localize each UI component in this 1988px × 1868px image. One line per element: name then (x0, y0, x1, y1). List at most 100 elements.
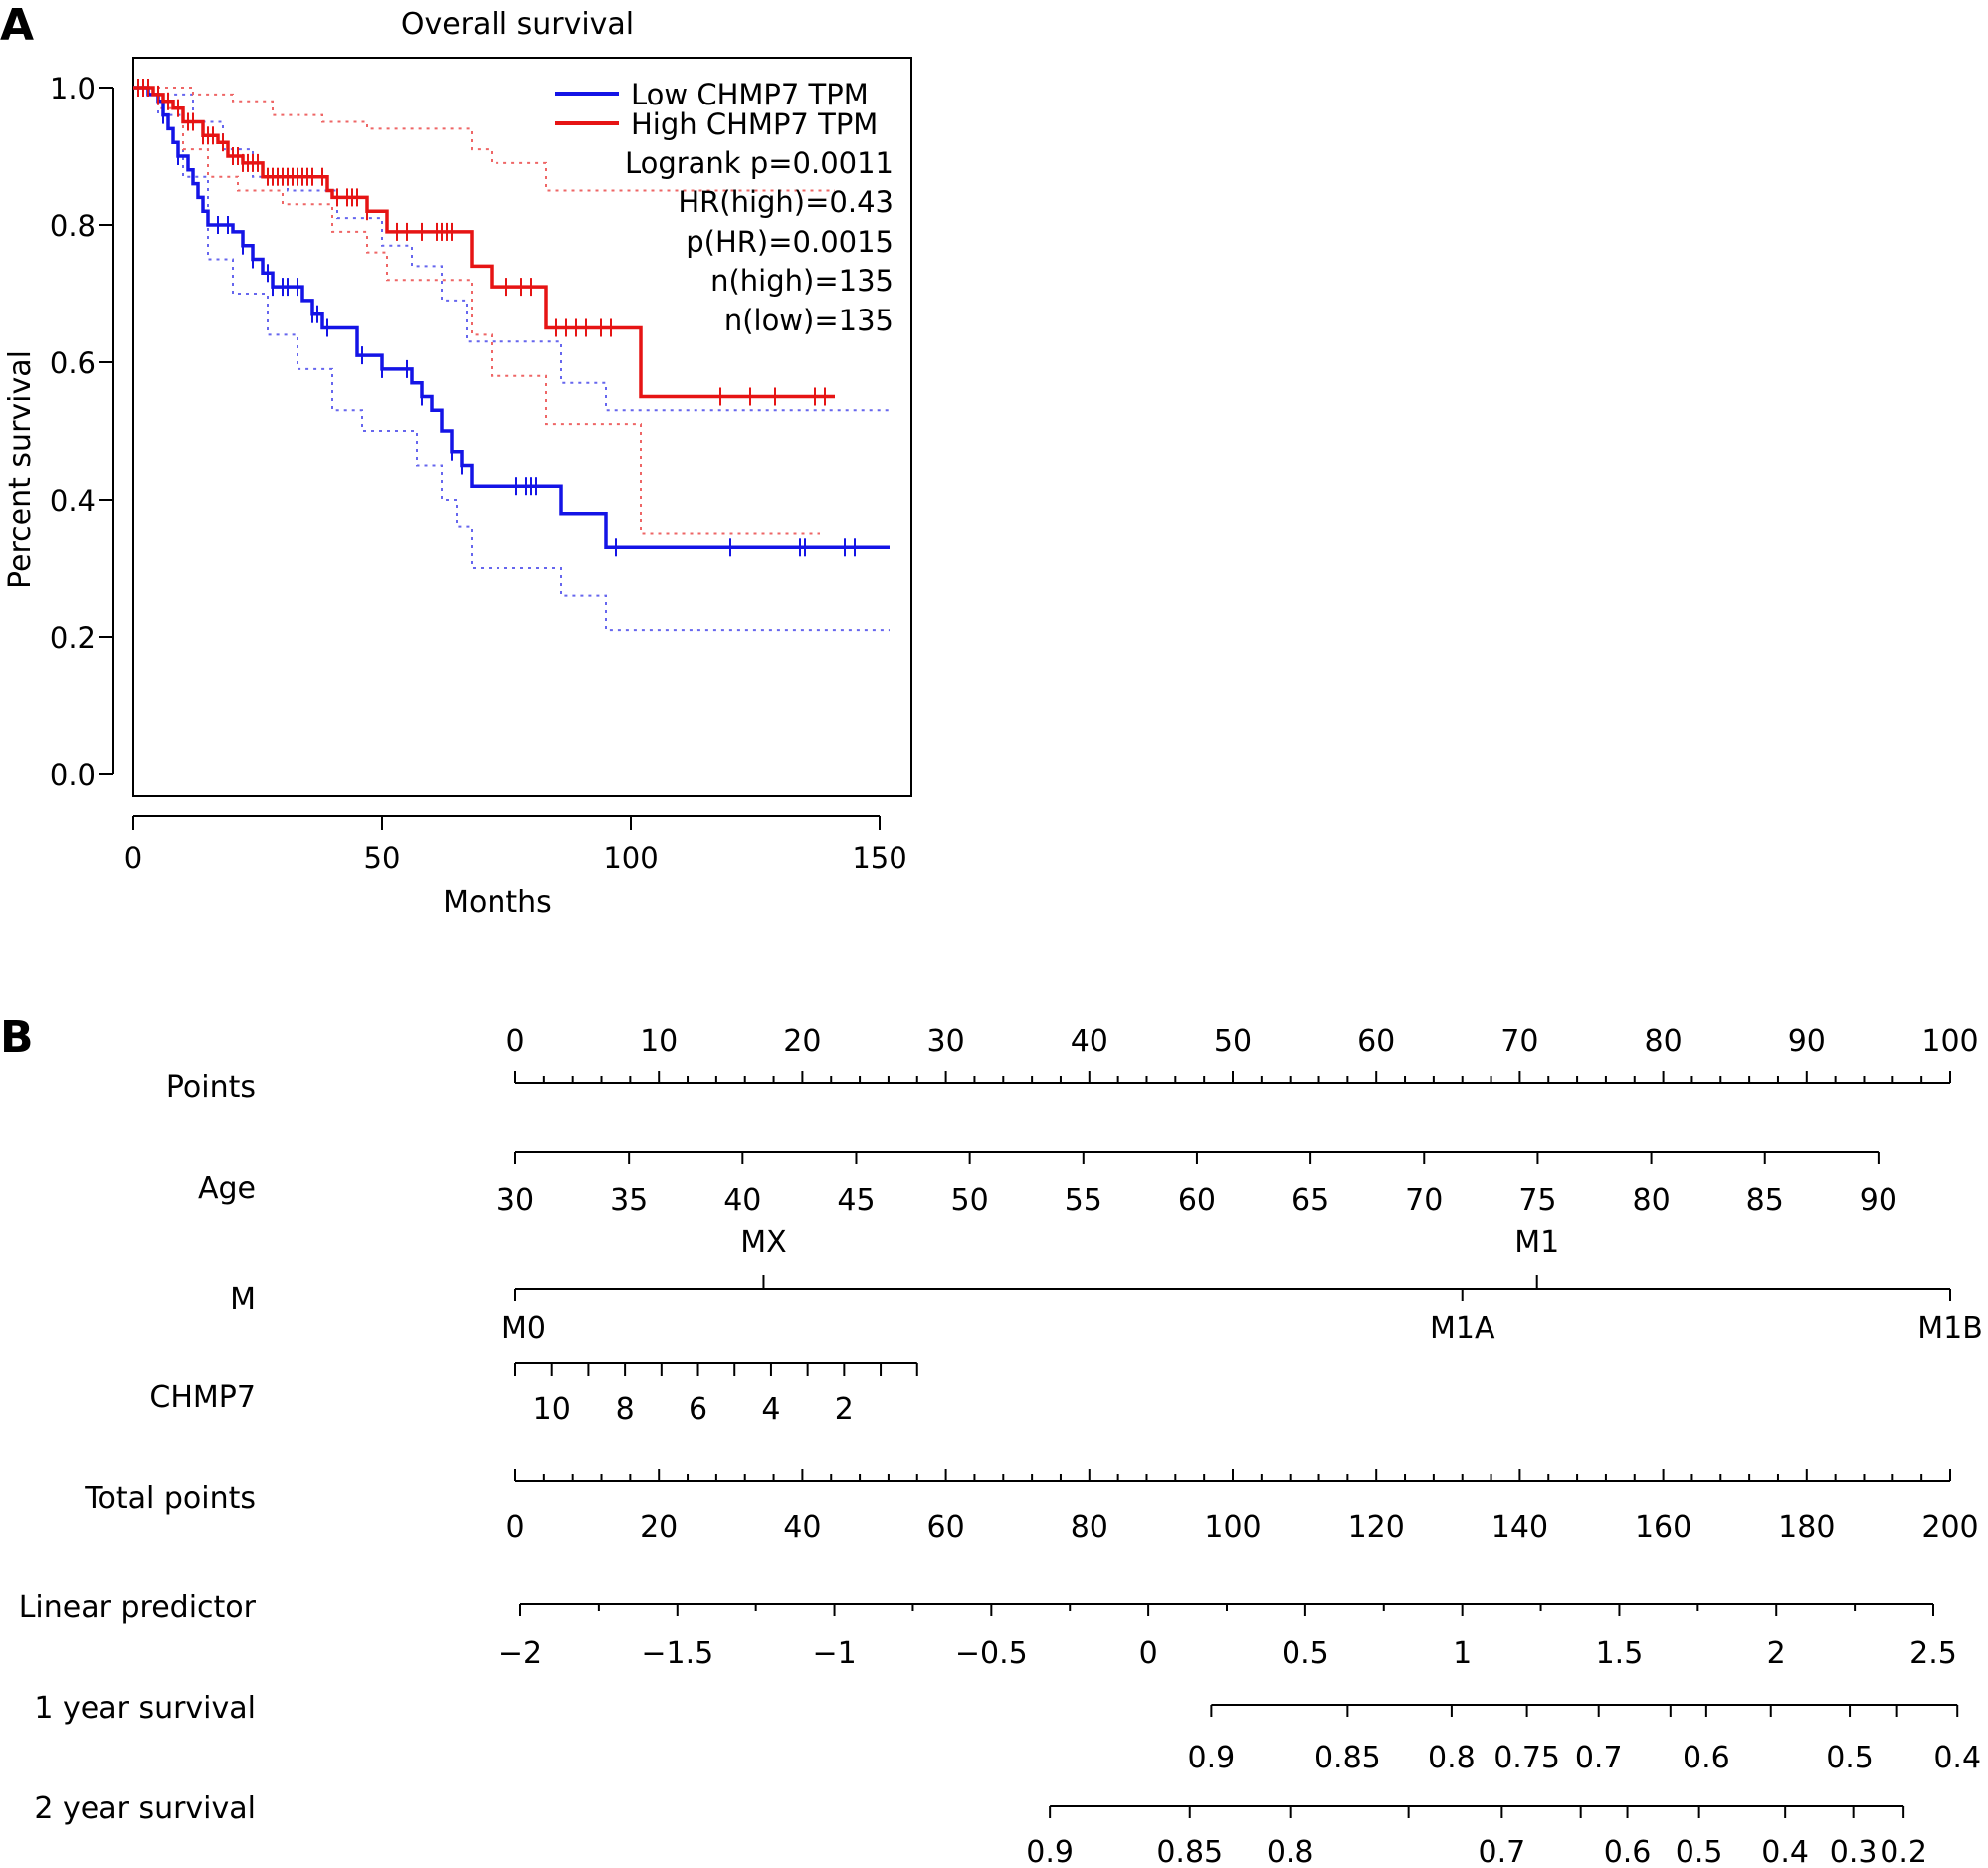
ci-lower-high (133, 87, 820, 535)
one-year-survival-tick-label: 0.5 (1826, 1741, 1874, 1775)
age-tick-label: 50 (951, 1183, 989, 1218)
total-points-tick-label: 100 (1204, 1510, 1261, 1545)
total-points-tick-label: 120 (1348, 1510, 1405, 1545)
linear-predictor-tick-label: 0 (1139, 1636, 1158, 1671)
total-points-tick-label: 0 (505, 1510, 524, 1545)
age-tick-label: 35 (610, 1183, 648, 1218)
age-tick-label: 70 (1405, 1183, 1443, 1218)
total-points-tick-label: 40 (783, 1510, 821, 1545)
chmp7-tick-label: 4 (761, 1392, 780, 1427)
panel-a-km-chart: A Overall survival 0.0 0.2 0.4 0.6 0.8 1.0 0 5… (0, 0, 912, 920)
points-tick-label: 90 (1788, 1024, 1826, 1059)
x-tick-label: 0 (124, 841, 142, 875)
two-year-survival-tick-label: 0.8 (1267, 1835, 1314, 1868)
y-tick-label: 0.0 (50, 758, 96, 792)
total-points-tick-label: 200 (1921, 1510, 1978, 1545)
two-year-survival-tick-label: 0.3 (1830, 1835, 1878, 1868)
chmp7-tick-label: 10 (533, 1392, 571, 1427)
two-year-survival-tick-label: 0.4 (1761, 1835, 1809, 1868)
chmp7-tick-label: 6 (689, 1392, 707, 1427)
x-tick-label: 150 (852, 841, 906, 875)
legend-label-low: Low CHMP7 TPM (631, 78, 869, 111)
y-tick-label: 0.6 (50, 346, 96, 380)
total-points-tick-label: 20 (640, 1510, 678, 1545)
age-tick-label: 85 (1746, 1183, 1784, 1218)
two-year-survival-tick-label: 0.2 (1880, 1835, 1927, 1868)
one-year-survival-tick-label: 0.8 (1428, 1741, 1476, 1775)
survival-curve-high (133, 86, 835, 399)
y-tick-label: 0.2 (50, 621, 96, 655)
panel-b-letter: B (0, 1012, 34, 1063)
ci-lower-low (133, 87, 890, 632)
confidence-bands (133, 87, 890, 632)
row-label: Linear predictor (19, 1590, 257, 1625)
survival-curves (133, 79, 890, 557)
chmp7-tick-label: 8 (616, 1392, 635, 1427)
two-year-survival-tick-label: 0.85 (1156, 1835, 1223, 1868)
linear-predictor-tick-label: −2 (498, 1636, 542, 1671)
stat-n-high: n(high)=135 (710, 264, 894, 298)
linear-predictor-tick-label: −0.5 (955, 1636, 1028, 1671)
y-axis: 0.0 0.2 0.4 0.6 0.8 1.0 (50, 72, 114, 792)
stat-logrank: Logrank p=0.0011 (625, 146, 894, 180)
m-category-label: M1B (1917, 1311, 1983, 1346)
points-tick-label: 60 (1357, 1024, 1395, 1059)
age-tick-label: 75 (1518, 1183, 1556, 1218)
x-axis-label: Months (443, 885, 552, 920)
linear-predictor-tick-label: 2.5 (1909, 1636, 1957, 1671)
two-year-survival-tick-label: 0.5 (1676, 1835, 1723, 1868)
linear-predictor-tick-label: −1 (812, 1636, 856, 1671)
panel-a-letter: A (0, 0, 34, 51)
row-label: Age (198, 1171, 256, 1206)
linear-predictor-tick-label: 2 (1767, 1636, 1786, 1671)
total-points-tick-label: 180 (1778, 1510, 1835, 1545)
linear-predictor-tick-label: 1.5 (1596, 1636, 1644, 1671)
stat-hr: HR(high)=0.43 (678, 185, 894, 219)
chmp7-tick-label: 2 (835, 1392, 854, 1427)
points-tick-label: 80 (1645, 1024, 1683, 1059)
age-tick-label: 65 (1292, 1183, 1329, 1218)
linear-predictor-tick-label: 0.5 (1282, 1636, 1329, 1671)
points-tick-label: 40 (1071, 1024, 1108, 1059)
two-year-survival-tick-label: 0.9 (1026, 1835, 1074, 1868)
m-category-label: M0 (501, 1311, 546, 1346)
one-year-survival-tick-label: 0.4 (1933, 1741, 1981, 1775)
x-tick-label: 50 (364, 841, 401, 875)
age-tick-label: 40 (723, 1183, 761, 1218)
x-axis: 0 50 100 150 (124, 815, 907, 875)
age-tick-label: 80 (1632, 1183, 1670, 1218)
age-tick-label: 60 (1178, 1183, 1216, 1218)
points-tick-label: 100 (1921, 1024, 1978, 1059)
legend-label-high: High CHMP7 TPM (631, 107, 878, 141)
y-tick-label: 0.8 (50, 209, 96, 243)
row-label: M (230, 1282, 256, 1317)
points-tick-label: 70 (1500, 1024, 1538, 1059)
points-tick-label: 50 (1214, 1024, 1252, 1059)
age-tick-label: 90 (1860, 1183, 1897, 1218)
points-tick-label: 30 (927, 1024, 965, 1059)
points-tick-label: 0 (505, 1024, 524, 1059)
legend: Low CHMP7 TPM High CHMP7 TPM (555, 78, 878, 141)
plot-frame (132, 57, 912, 797)
two-year-survival-tick-label: 0.6 (1604, 1835, 1652, 1868)
linear-predictor-tick-label: −1.5 (641, 1636, 713, 1671)
m-category-label: M1A (1430, 1311, 1495, 1346)
one-year-survival-tick-label: 0.7 (1575, 1741, 1623, 1775)
age-tick-label: 55 (1065, 1183, 1102, 1218)
total-points-tick-label: 140 (1491, 1510, 1548, 1545)
chart-title: Overall survival (401, 7, 634, 42)
one-year-survival-tick-label: 0.9 (1188, 1741, 1236, 1775)
linear-predictor-tick-label: 1 (1453, 1636, 1472, 1671)
y-tick-label: 1.0 (50, 72, 96, 105)
stat-p-hr: p(HR)=0.0015 (686, 225, 894, 259)
m-category-label: M1 (1514, 1225, 1559, 1260)
one-year-survival-tick-label: 0.75 (1493, 1741, 1560, 1775)
total-points-tick-label: 60 (927, 1510, 965, 1545)
age-tick-label: 45 (837, 1183, 875, 1218)
stat-n-low: n(low)=135 (724, 304, 894, 337)
statistics-annotations: Logrank p=0.0011 HR(high)=0.43 p(HR)=0.0… (625, 146, 894, 337)
points-tick-label: 10 (640, 1024, 678, 1059)
